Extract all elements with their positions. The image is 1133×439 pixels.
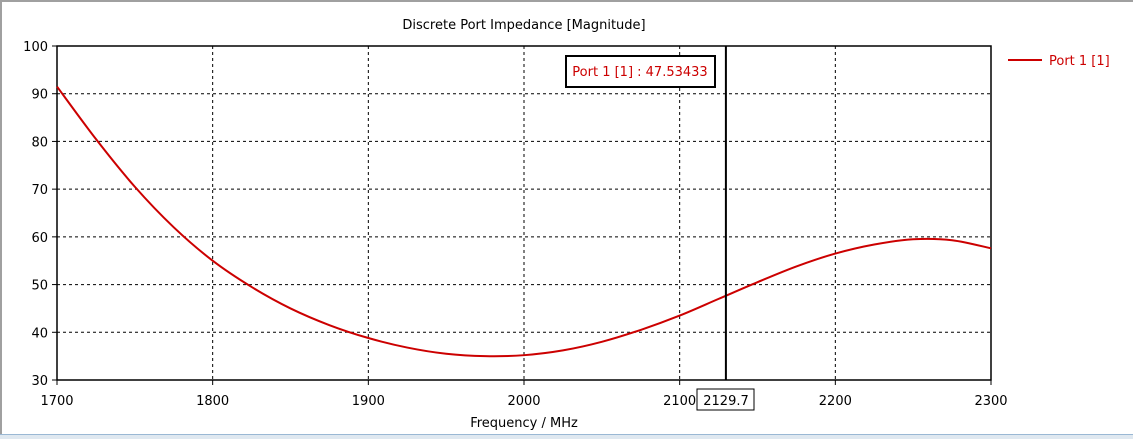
x-tick-label: 2100 (663, 394, 696, 409)
y-tick-label: 40 (31, 326, 48, 341)
marker-x-label-text: 2129.7 (703, 394, 749, 409)
x-tick-label: 1800 (196, 394, 229, 409)
y-tick-label: 90 (31, 88, 48, 103)
y-tick-label: 30 (31, 374, 48, 389)
y-tick-label: 50 (31, 279, 48, 294)
y-tick-label: 70 (31, 183, 48, 198)
y-tick-label: 100 (23, 40, 48, 55)
y-tick-label: 80 (31, 135, 48, 150)
legend-entry: Port 1 [1] (1049, 54, 1110, 69)
x-tick-label: 2200 (819, 394, 852, 409)
marker-annotation[interactable]: Port 1 [1] : 47.53433 (565, 55, 716, 88)
bottom-scrollbar-edge (0, 434, 1133, 439)
x-tick-label: 1900 (352, 394, 385, 409)
x-tick-label: 1700 (40, 394, 73, 409)
grid (57, 46, 991, 380)
marker-annotation-text: Port 1 [1] : 47.53433 (572, 65, 707, 80)
marker-x-label: 2129.7 (696, 388, 755, 411)
x-axis-label: Frequency / MHz (470, 416, 578, 431)
x-tick-label: 2300 (974, 394, 1007, 409)
legend: Port 1 [1] (1008, 54, 1110, 69)
x-tick-label: 2000 (507, 394, 540, 409)
series-line-port1 (56, 85, 992, 358)
y-tick-label: 60 (31, 231, 48, 246)
chart-title: Discrete Port Impedance [Magnitude] (402, 18, 645, 33)
